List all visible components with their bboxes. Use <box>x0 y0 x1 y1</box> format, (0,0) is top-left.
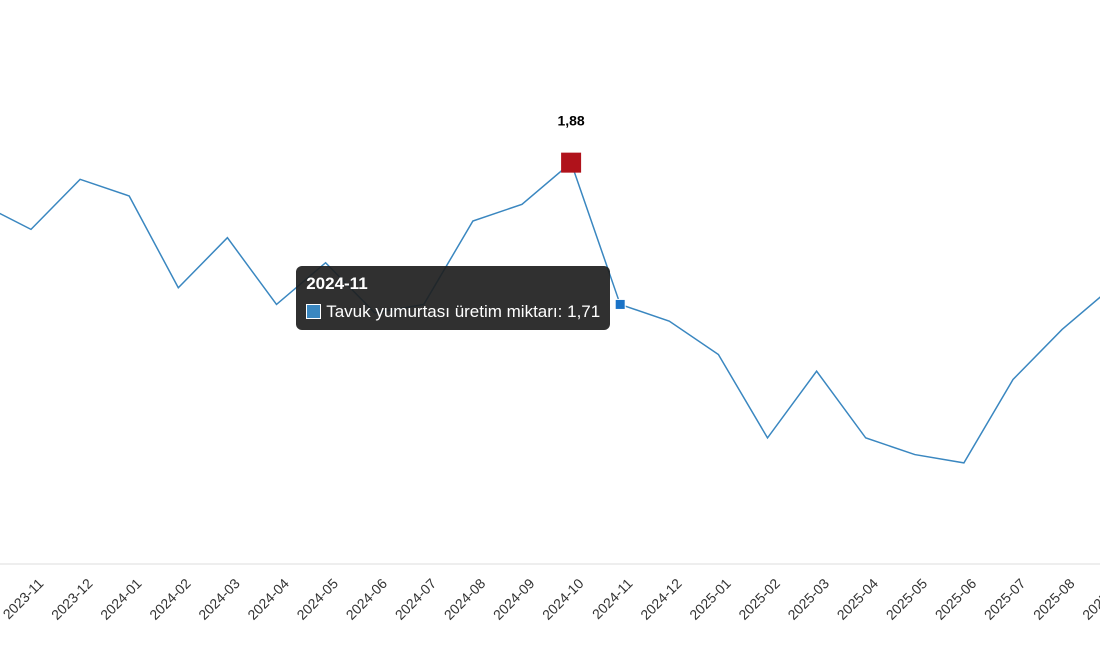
x-tick-label: 2025-03 <box>784 575 832 623</box>
line <box>0 161 1100 464</box>
x-tick-label: 2024-01 <box>97 575 145 623</box>
x-tick-label: 2024-11 <box>589 575 636 622</box>
x-tick-label: 2024-08 <box>441 575 489 623</box>
x-tick-label: 2025-04 <box>834 575 882 623</box>
x-tick-label: 2024-10 <box>539 575 587 623</box>
x-tick-label: 2025-09 <box>1079 575 1100 623</box>
tooltip: 2024-11 Tavuk yumurtası üretim miktarı1,… <box>296 266 611 331</box>
x-tick-label: 2024-12 <box>637 575 685 623</box>
tooltip-row: Tavuk yumurtası üretim miktarı1,71 <box>306 302 600 322</box>
x-tick-label: 2024-03 <box>195 575 243 623</box>
x-tick-label: 2024-05 <box>293 575 341 623</box>
x-tick-label: 2025-06 <box>932 575 980 623</box>
x-tick-label: 2025-05 <box>883 575 931 623</box>
highlight-marker <box>561 152 582 173</box>
data-label: 1,88 <box>557 113 584 129</box>
x-tick-label: 2024-06 <box>343 575 391 623</box>
x-tick-label: 2023-12 <box>48 575 96 623</box>
x-tick-label: 2024-02 <box>146 575 194 623</box>
tooltip-series: Tavuk yumurtası üretim miktarı <box>326 302 567 321</box>
x-tick-label: 2024-09 <box>490 575 538 623</box>
x-tick-label: 2025-08 <box>1030 575 1078 623</box>
x-tick-label: 2024-04 <box>244 575 292 623</box>
hover-marker <box>614 298 626 310</box>
x-tick-label: 2024-07 <box>392 575 440 623</box>
x-tick-label: 2025-02 <box>735 575 783 623</box>
x-tick-label: 2023-11 <box>0 575 47 622</box>
tooltip-title: 2024-11 <box>306 274 368 294</box>
x-tick-label: 2025-01 <box>686 575 734 623</box>
x-tick-label: 2025-07 <box>981 575 1029 623</box>
tooltip-value: 1,71 <box>567 302 601 322</box>
tooltip-swatch <box>306 304 322 320</box>
